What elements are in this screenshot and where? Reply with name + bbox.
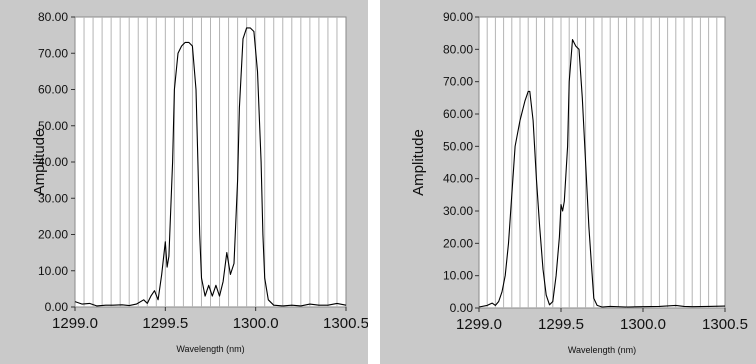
chart-1-y-tick-label: 50.00 — [443, 139, 473, 153]
chart-1-y-tick-label: 0.00 — [450, 301, 474, 315]
chart-1-y-axis-title: Amplitude — [410, 129, 427, 196]
chart-0-y-tick-label: 60.00 — [38, 83, 68, 97]
chart-1-x-axis-title: Wavelength (nm) — [568, 345, 636, 355]
chart-1-y-tick-label: 60.00 — [443, 107, 473, 121]
chart-1-y-tick-label: 20.00 — [443, 236, 473, 250]
chart-1-y-tick-label: 70.00 — [443, 75, 473, 89]
chart-0-series-line-0 — [74, 27, 347, 307]
chart-1-series-line-0 — [478, 39, 726, 308]
chart-1-x-tick-label: 1299.0 — [456, 316, 502, 333]
chart-0-x-tick-label: 1299.5 — [142, 315, 188, 332]
chart-0-y-tick-label: 30.00 — [38, 191, 68, 205]
chart-1-x-tick-label: 1300.0 — [620, 316, 666, 333]
chart-panel-left: 0.00 10.00 20.00 30.00 40.00 50.00 60.00 70.00 8… — [0, 0, 368, 364]
chart-1-y-tick-label: 30.00 — [443, 204, 473, 218]
chart-panel-right: 0.00 10.00 20.00 30.00 40.00 50.00 60.00 70.00 8… — [380, 0, 756, 364]
spectrum-chart-left: 0.00 10.00 20.00 30.00 40.00 50.00 60.00 70.00 8… — [31, 10, 368, 354]
chart-1-y-tick-label: 90.00 — [443, 10, 473, 24]
chart-0-y-tick-label: 50.00 — [38, 119, 68, 133]
chart-1-y-tick-label: 80.00 — [443, 42, 473, 56]
chart-0-y-tick-label: 20.00 — [38, 228, 68, 242]
chart-0-y-tick-label: 0.00 — [45, 300, 69, 314]
chart-1-x-tick-label: 1300.5 — [702, 316, 748, 333]
chart-0-x-tick-label: 1299.0 — [52, 315, 98, 332]
chart-1-y-tick-label: 40.00 — [443, 172, 473, 186]
chart-0-x-tick-label: 1300.0 — [233, 315, 279, 332]
chart-0-y-tick-label: 70.00 — [38, 46, 68, 60]
chart-0-x-tick-label: 1300.5 — [323, 315, 368, 332]
chart-0-x-axis-title: Wavelength (nm) — [176, 344, 244, 354]
spectrum-chart-right: 0.00 10.00 20.00 30.00 40.00 50.00 60.00 70.00 8… — [410, 10, 748, 355]
chart-0-y-tick-label: 80.00 — [38, 10, 68, 24]
chart-0-y-axis-title: Amplitude — [31, 129, 48, 196]
chart-0-y-tick-label: 40.00 — [38, 155, 68, 169]
chart-0-y-tick-label: 10.00 — [38, 264, 68, 278]
chart-1-x-tick-label: 1299.5 — [538, 316, 584, 333]
chart-1-y-tick-label: 10.00 — [443, 269, 473, 283]
